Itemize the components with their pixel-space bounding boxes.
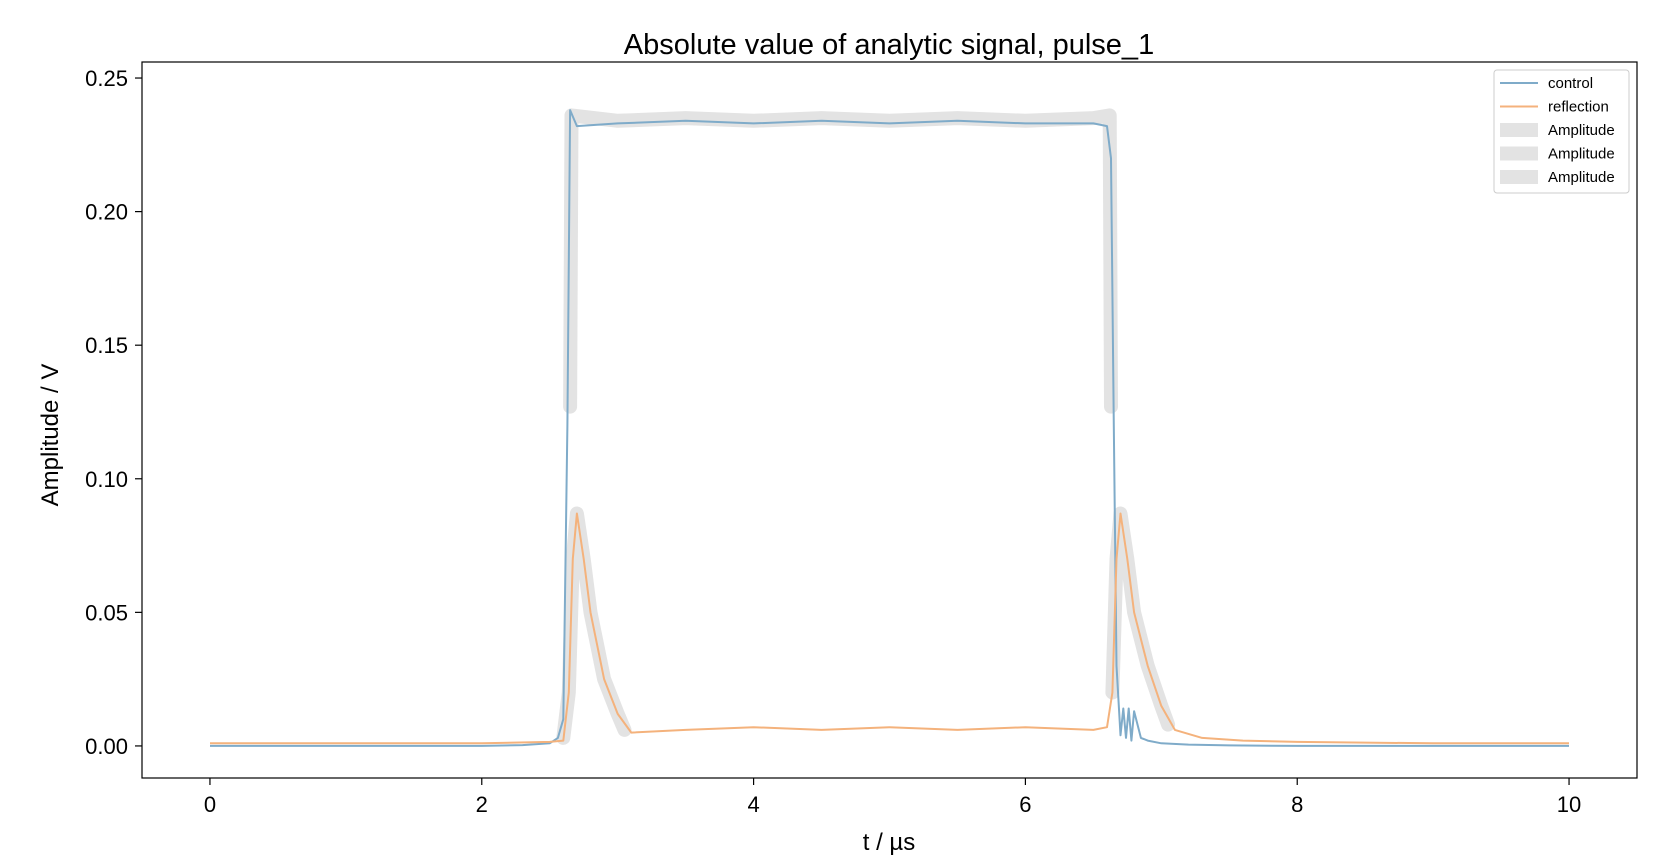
y-tick-label: 0.00 bbox=[85, 734, 128, 759]
series-line-reflection bbox=[210, 512, 1569, 745]
series-layer bbox=[210, 109, 1569, 747]
x-axis-ticks: 0 2 4 6 8 10 bbox=[204, 778, 1581, 817]
x-tick-label: 10 bbox=[1557, 792, 1581, 817]
y-tick-label: 0.10 bbox=[85, 467, 128, 492]
legend: control reflection Amplitude Amplitude Ampli… bbox=[1493, 69, 1630, 194]
y-tick-label: 0.15 bbox=[85, 333, 128, 358]
series-line-control bbox=[210, 109, 1569, 747]
chart-title: Absolute value of analytic signal, pulse… bbox=[624, 29, 1154, 61]
y-axis-ticks: 0.00 0.05 0.10 0.15 0.20 0.25 bbox=[85, 66, 142, 759]
y-tick-label: 0.05 bbox=[85, 600, 128, 625]
legend-swatch-amplitude bbox=[1500, 170, 1538, 184]
plot-frame bbox=[141, 61, 1638, 779]
x-tick-label: 4 bbox=[747, 792, 759, 817]
x-tick-label: 8 bbox=[1291, 792, 1303, 817]
highlight-band-1 bbox=[563, 108, 1118, 414]
y-tick-label: 0.20 bbox=[85, 200, 128, 225]
x-axis-label: t / µs bbox=[863, 829, 916, 856]
x-tick-label: 6 bbox=[1019, 792, 1031, 817]
x-tick-label: 0 bbox=[204, 792, 216, 817]
legend-label: control bbox=[1548, 75, 1593, 92]
highlight-band-3 bbox=[1105, 506, 1176, 732]
legend-label: Amplitude bbox=[1548, 122, 1615, 139]
y-tick-label: 0.25 bbox=[85, 66, 128, 91]
y-axis-label: Amplitude / V bbox=[37, 364, 64, 507]
legend-label: reflection bbox=[1548, 99, 1609, 116]
legend-swatch-amplitude bbox=[1500, 146, 1538, 161]
highlight-layer bbox=[556, 108, 1176, 745]
legend-label: Amplitude bbox=[1548, 146, 1615, 163]
legend-swatch-amplitude bbox=[1500, 123, 1538, 137]
legend-box bbox=[1493, 69, 1630, 194]
x-tick-label: 2 bbox=[476, 792, 488, 817]
legend-label: Amplitude bbox=[1548, 169, 1615, 186]
